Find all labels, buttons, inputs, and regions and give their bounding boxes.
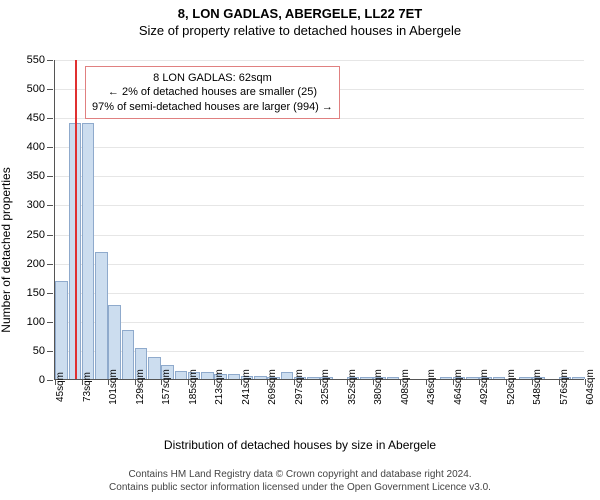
annotation-line2: ← 2% of detached houses are smaller (25) [92, 85, 333, 99]
bar [148, 357, 161, 379]
bar [440, 377, 453, 379]
y-tick-label: 400 [27, 141, 45, 153]
page-title: 8, LON GADLAS, ABERGELE, LL22 7ET [0, 0, 600, 21]
y-tick [47, 118, 53, 119]
y-tick [47, 147, 53, 148]
x-tick-label: 576sqm [559, 369, 570, 405]
x-tick-label: 408sqm [400, 369, 411, 405]
x-tick-label: 45sqm [55, 372, 66, 402]
x-tick-label: 241sqm [241, 369, 252, 405]
gridline [55, 176, 584, 177]
y-tick [47, 264, 53, 265]
subject-vline [75, 60, 77, 379]
y-tick-label: 500 [27, 83, 45, 95]
bar [466, 377, 479, 379]
bar [387, 377, 400, 379]
bar [175, 371, 188, 379]
y-tick-label: 0 [39, 374, 45, 386]
gridline [55, 205, 584, 206]
x-tick-label: 520sqm [506, 369, 517, 405]
y-tick-label: 300 [27, 199, 45, 211]
footer-line1: Contains HM Land Registry data © Crown c… [0, 468, 600, 481]
bar [95, 252, 108, 379]
x-tick-label: 492sqm [479, 369, 490, 405]
x-tick-label: 352sqm [347, 369, 358, 405]
x-tick-label: 325sqm [320, 369, 331, 405]
y-axis-label: Number of detached properties [0, 167, 13, 332]
y-tick-label: 250 [27, 229, 45, 241]
bar [254, 376, 267, 379]
gridline [55, 235, 584, 236]
bar [228, 374, 241, 379]
y-tick [47, 176, 53, 177]
bar [360, 377, 373, 379]
x-tick-label: 269sqm [267, 369, 278, 405]
y-tick-label: 50 [33, 345, 45, 357]
bar [281, 372, 294, 379]
x-tick-label: 129sqm [135, 369, 146, 405]
gridline [55, 147, 584, 148]
y-tick-label: 100 [27, 316, 45, 328]
y-tick [47, 235, 53, 236]
x-tick-label: 157sqm [161, 369, 172, 405]
bar [55, 281, 68, 379]
y-tick [47, 380, 53, 381]
gridline [55, 264, 584, 265]
y-tick-label: 200 [27, 258, 45, 270]
x-tick-label: 436sqm [426, 369, 437, 405]
x-tick-label: 101sqm [108, 369, 119, 405]
plot-area: 05010015020025030035040045050055045sqm73… [54, 60, 584, 380]
bar [122, 330, 135, 379]
x-tick-label: 548sqm [532, 369, 543, 405]
gridline [55, 60, 584, 61]
y-tick [47, 60, 53, 61]
y-tick-label: 550 [27, 54, 45, 66]
bar [108, 305, 121, 379]
y-tick-label: 450 [27, 112, 45, 124]
bar [519, 377, 532, 379]
x-tick-label: 380sqm [373, 369, 384, 405]
annotation-line1: 8 LON GADLAS: 62sqm [92, 71, 333, 85]
gridline [55, 293, 584, 294]
bar [201, 372, 214, 379]
bar [307, 377, 320, 379]
gridline [55, 322, 584, 323]
y-tick [47, 322, 53, 323]
x-tick-label: 185sqm [188, 369, 199, 405]
x-tick-label: 213sqm [214, 369, 225, 405]
y-tick [47, 205, 53, 206]
annotation-line3: 97% of semi-detached houses are larger (… [92, 100, 333, 114]
x-tick-label: 464sqm [453, 369, 464, 405]
y-tick [47, 293, 53, 294]
bar [82, 123, 95, 379]
y-tick [47, 89, 53, 90]
y-tick-label: 350 [27, 170, 45, 182]
x-tick-label: 297sqm [294, 369, 305, 405]
footer: Contains HM Land Registry data © Crown c… [0, 468, 600, 494]
y-tick-label: 150 [27, 287, 45, 299]
bar [493, 377, 506, 379]
footer-line2: Contains public sector information licen… [0, 481, 600, 494]
x-axis-label: Distribution of detached houses by size … [0, 438, 600, 452]
x-tick-label: 73sqm [82, 372, 93, 402]
bar [572, 377, 585, 379]
x-tick-label: 604sqm [585, 369, 596, 405]
page-subtitle: Size of property relative to detached ho… [0, 21, 600, 38]
y-tick [47, 351, 53, 352]
chart-wrap: 8, LON GADLAS, ABERGELE, LL22 7ET Size o… [0, 0, 600, 500]
annotation-box: 8 LON GADLAS: 62sqm ← 2% of detached hou… [85, 66, 340, 119]
